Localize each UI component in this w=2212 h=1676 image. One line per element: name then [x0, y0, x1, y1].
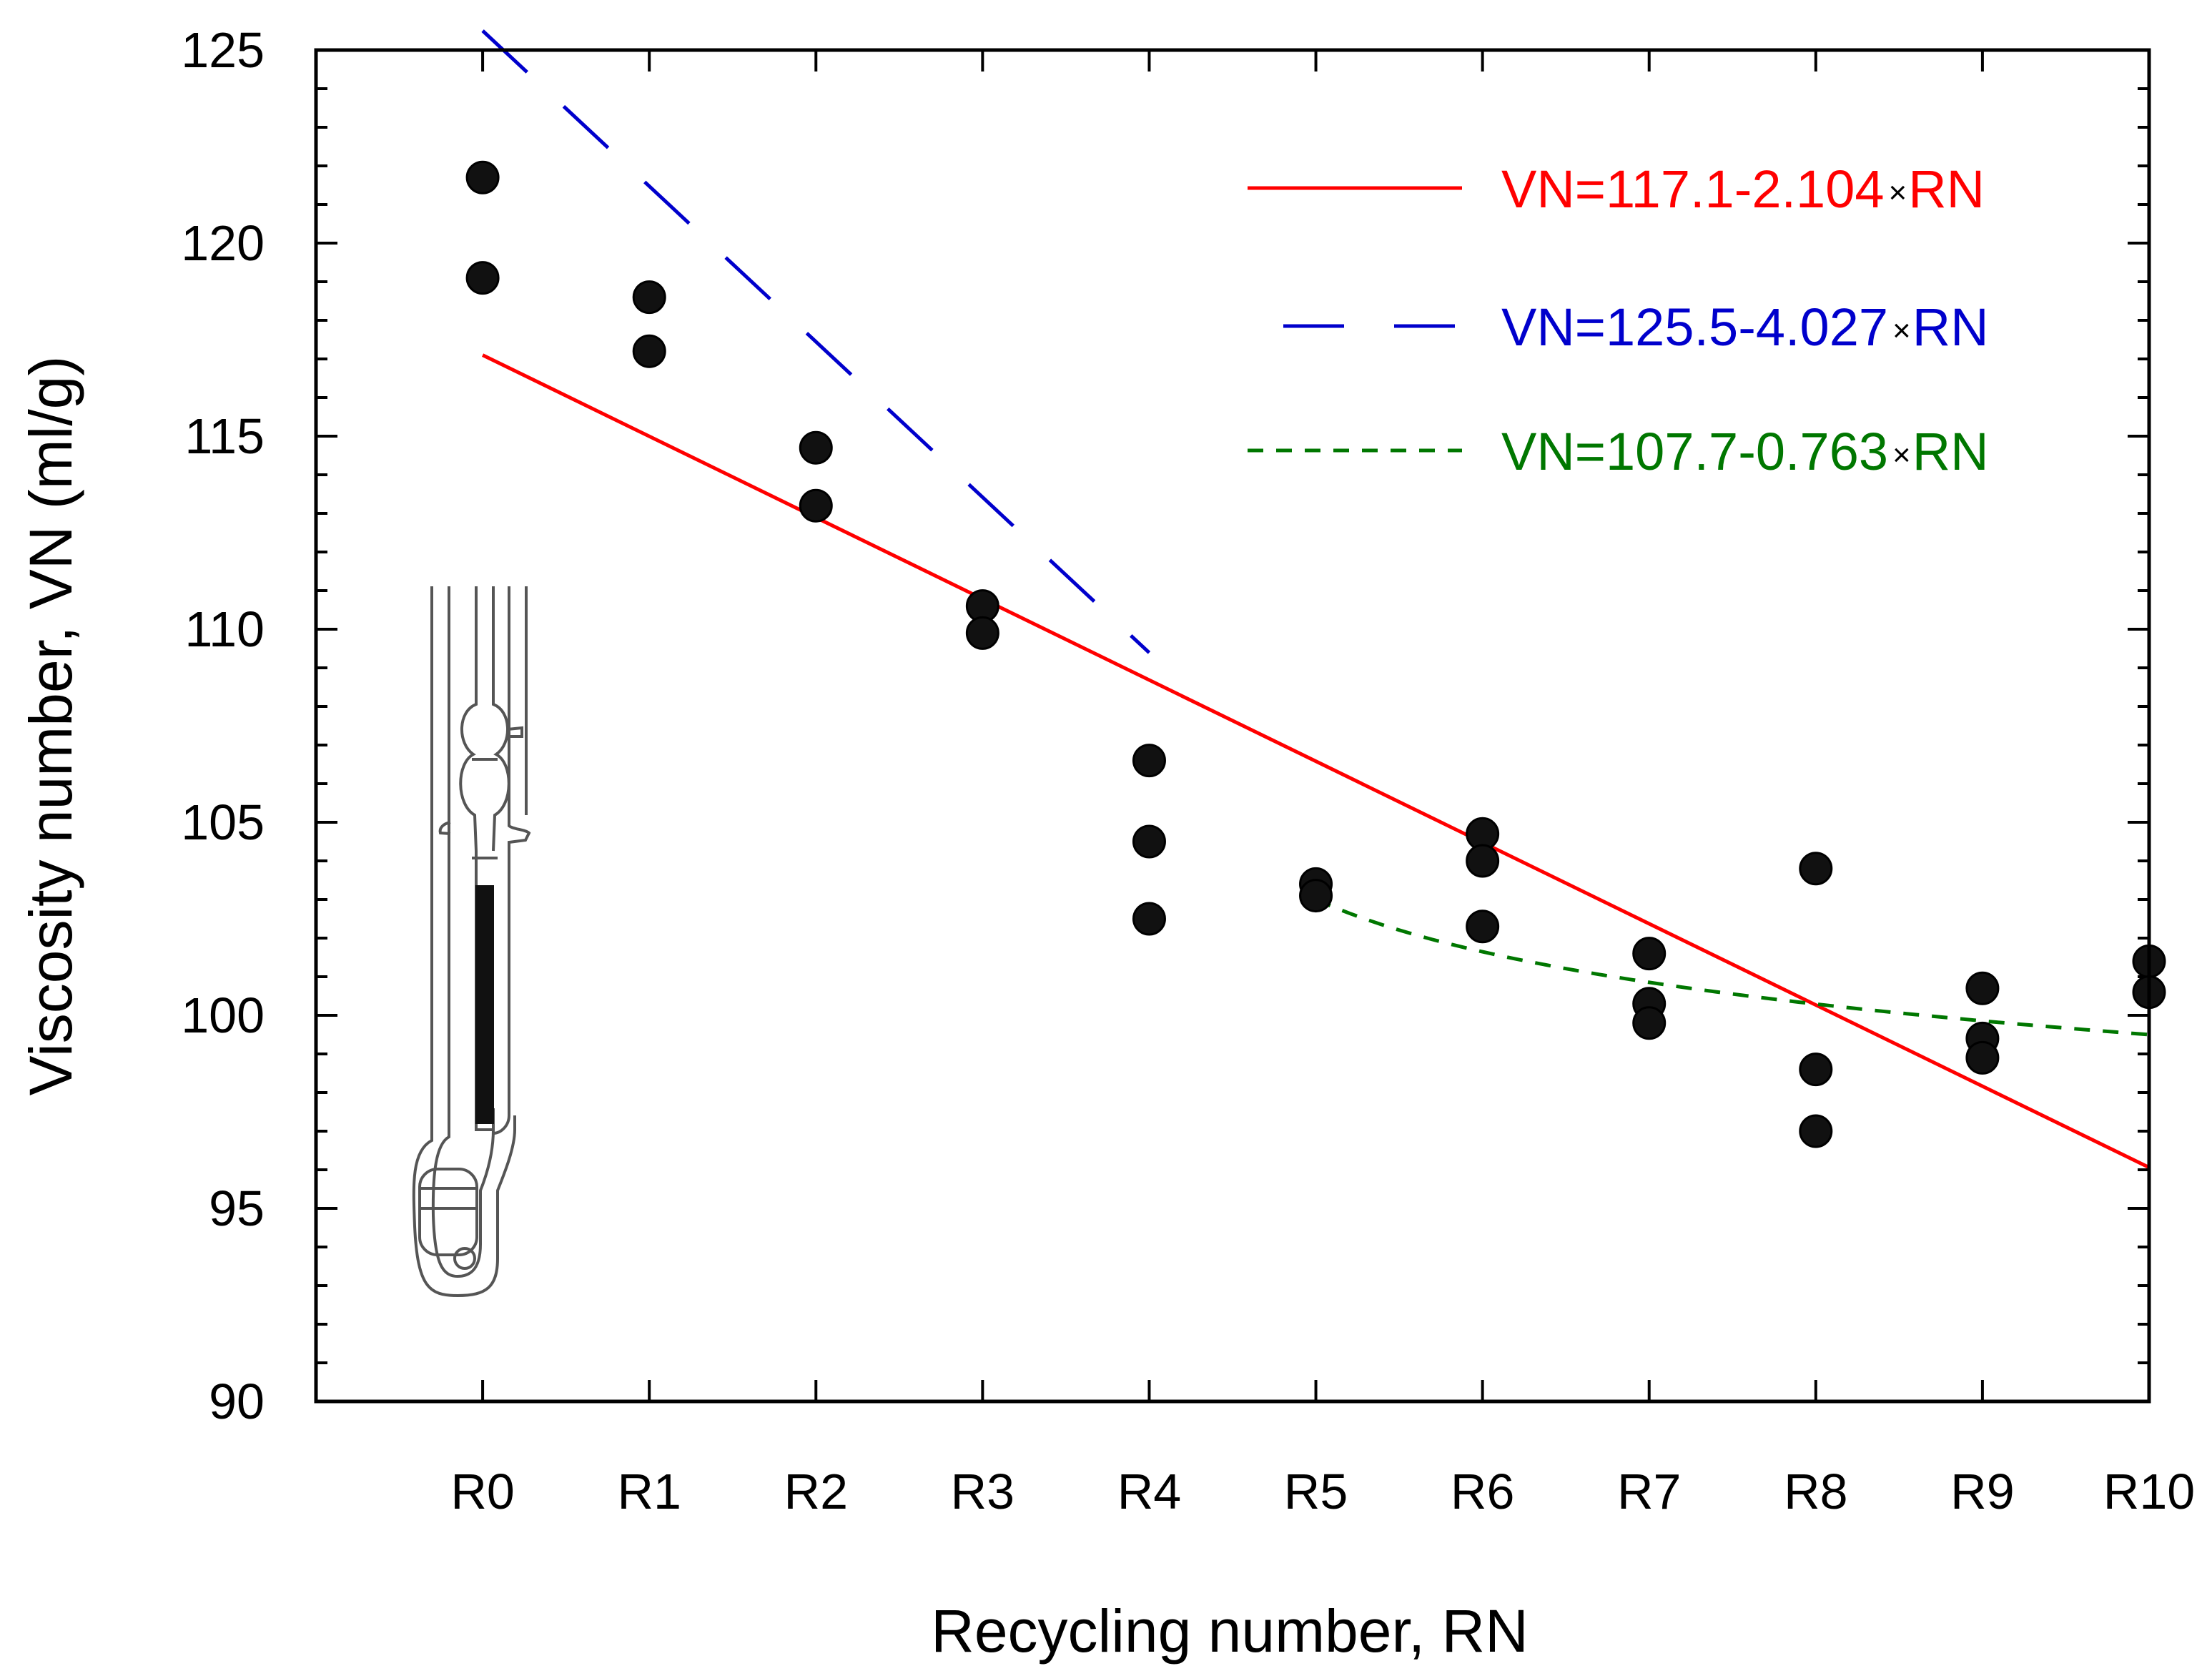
plot-frame [314, 48, 2151, 1404]
data-point [1799, 1114, 1833, 1148]
x-tick-label: R2 [784, 1464, 848, 1519]
data-point [1965, 1040, 2000, 1075]
x-tick-label: R6 [1451, 1464, 1514, 1519]
fit-line-1 [481, 29, 1151, 654]
y-tick-label: 100 [181, 987, 265, 1043]
y-tick-label: 125 [181, 22, 265, 78]
data-point [1132, 824, 1166, 859]
data-point [632, 334, 666, 368]
x-tick-label: R0 [450, 1464, 514, 1519]
x-tick-label: R8 [1784, 1464, 1847, 1519]
legend-label-red: VN=117.1-2.104 ×RN [1501, 159, 1985, 219]
x-tick-label: R9 [1950, 1464, 2014, 1519]
x-axis-title: Recycling number, RN [931, 1597, 1529, 1665]
data-point [1799, 852, 1833, 886]
data-point [1466, 844, 1500, 878]
data-point [1632, 1006, 1667, 1040]
y-tick-label: 110 [184, 601, 265, 657]
fit-lines [481, 29, 2151, 1170]
fit-line-0 [481, 353, 2151, 1170]
y-axis-title: Viscosity number, VN (ml/g) [17, 356, 84, 1096]
data-point [799, 488, 833, 523]
y-tick-label: 120 [181, 215, 265, 271]
y-tick-label: 95 [209, 1180, 265, 1236]
y-tick-label: 90 [209, 1374, 265, 1429]
x-tick-label: R5 [1284, 1464, 1348, 1519]
x-tick-label: R1 [617, 1464, 681, 1519]
y-tick-labels: 90 95 100 105 110 115 120 125 [181, 22, 265, 1429]
viscometer-icon [412, 586, 531, 1298]
y-tick-label: 105 [181, 794, 265, 850]
data-point [632, 280, 666, 315]
legend-label-green: VN=107.7-0.763 ×RN [1501, 422, 1989, 481]
fit-line-2 [1315, 897, 2150, 1037]
x-tick-label: R7 [1617, 1464, 1681, 1519]
data-point [1632, 937, 1667, 971]
data-point [1299, 879, 1333, 913]
x-tick-label: R3 [951, 1464, 1014, 1519]
data-points [465, 160, 2166, 1148]
x-tick-label: R4 [1117, 1464, 1181, 1519]
data-point [1799, 1053, 1833, 1087]
data-point [1965, 971, 2000, 1005]
data-point [799, 430, 833, 465]
data-point [1132, 902, 1166, 936]
y-tick-label: 115 [184, 408, 265, 464]
data-point [965, 616, 999, 650]
data-point [1466, 910, 1500, 944]
data-point [1132, 744, 1166, 778]
x-tick-labels: R0 R1 R2 R3 R4 R5 R6 R7 R8 R9 R10 [450, 1464, 2195, 1519]
x-tick-label: R10 [2103, 1464, 2195, 1519]
legend-label-blue: VN=125.5-4.027 ×RN [1501, 297, 1989, 357]
data-point [465, 160, 500, 194]
axis-ticks [316, 49, 2151, 1403]
data-point [465, 261, 500, 295]
legend: VN=117.1-2.104 ×RN VN=125.5-4.027 ×RN VN=1… [1248, 159, 1989, 481]
